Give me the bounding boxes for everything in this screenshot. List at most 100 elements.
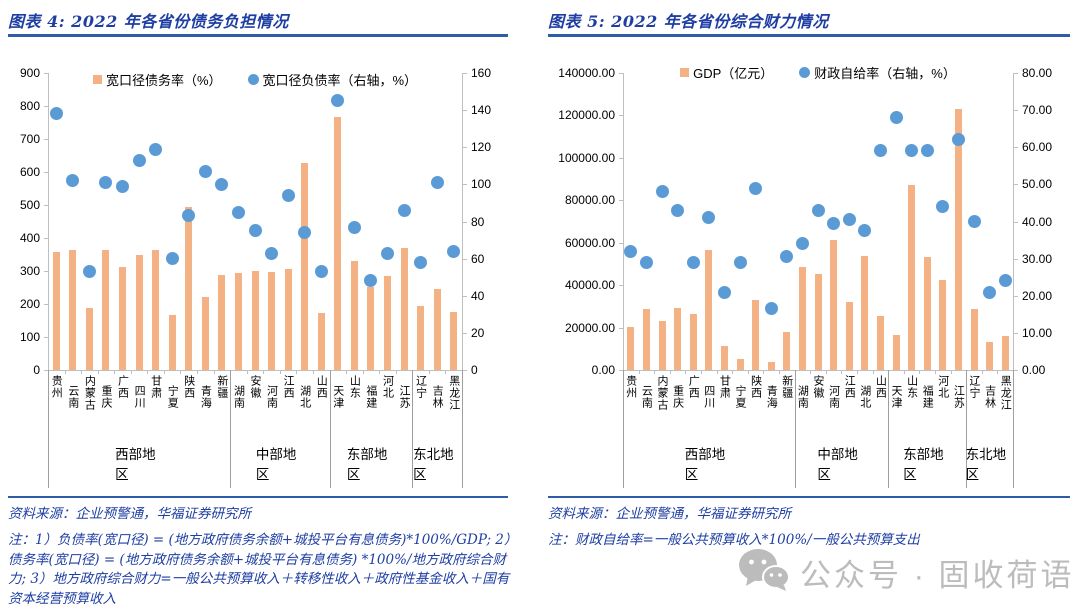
dot-甘肃 xyxy=(717,285,731,299)
legend-item: GDP（亿元） xyxy=(680,63,773,82)
x-axis-tick xyxy=(147,370,149,374)
dot-山西 xyxy=(314,265,328,279)
y-axis-left-tick xyxy=(44,304,48,305)
y-axis-right-tick xyxy=(1014,332,1018,334)
x-axis-line xyxy=(48,370,463,371)
dot-宁夏 xyxy=(165,252,179,266)
y-axis-left-tick-label: 20000.00 xyxy=(564,320,615,335)
x-axis-tick xyxy=(810,370,812,374)
x-axis-label-辽宁: 辽宁 xyxy=(414,375,427,399)
region-separator xyxy=(462,370,463,488)
chart-legend: 宽口径债务率（%） 宽口径负债率（右轴，%） xyxy=(48,70,462,88)
x-axis-label-河北: 河北 xyxy=(936,375,949,399)
bar-云南 xyxy=(69,249,77,370)
y-axis-left-tick xyxy=(44,106,48,107)
y-axis-right-tick-label: 0.00 xyxy=(1022,363,1046,377)
y-axis-left-tick-label: 600 xyxy=(19,165,40,179)
x-axis-label-湖北: 湖北 xyxy=(298,385,311,409)
x-axis-tick xyxy=(362,370,364,374)
bar-贵州 xyxy=(627,327,635,370)
x-axis-label-新疆: 新疆 xyxy=(215,375,228,399)
x-axis-label-贵州: 贵州 xyxy=(50,375,63,399)
dot-黑龙江 xyxy=(447,244,461,258)
y-axis-left-line xyxy=(48,73,49,371)
y-axis-left-tick-label: 500 xyxy=(19,198,40,212)
bar-江苏 xyxy=(400,247,408,370)
chart5-source: 资料来源：企业预警通，华福证券研究所 xyxy=(548,506,791,522)
y-axis-right-tick xyxy=(1014,184,1018,186)
x-axis-tick xyxy=(213,370,215,374)
x-axis-tick xyxy=(654,370,656,374)
y-axis-right-tick xyxy=(463,258,467,260)
y-axis-left-tick xyxy=(619,242,623,244)
legend-dot-swatch xyxy=(247,73,259,85)
x-axis-label-内蒙古: 内蒙古 xyxy=(83,375,96,411)
x-axis-tick xyxy=(395,370,397,374)
dot-山东 xyxy=(347,220,361,234)
region-label-中部地区: 中部地区 xyxy=(255,447,297,482)
bar-黑龙江 xyxy=(450,311,458,370)
bar-重庆 xyxy=(674,308,682,370)
dot-山东 xyxy=(905,144,919,158)
chart-legend: GDP（亿元） 财政自给率（右轴，%） xyxy=(623,63,1013,81)
x-axis-tick xyxy=(346,370,348,374)
dot-内蒙古 xyxy=(655,185,669,199)
dot-湖南 xyxy=(231,205,245,219)
dot-湖北 xyxy=(858,224,872,238)
dot-安徽 xyxy=(811,203,825,217)
x-axis-line xyxy=(623,370,1014,371)
chart4-footer-rule xyxy=(8,496,508,498)
y-axis-right-tick-label: 0 xyxy=(471,363,478,377)
x-axis-tick xyxy=(732,370,734,374)
bar-福建 xyxy=(923,257,931,370)
y-axis-left-tick-label: 80000.00 xyxy=(564,193,615,208)
dot-青海 xyxy=(198,164,212,178)
x-axis-tick xyxy=(747,370,749,374)
x-axis-tick xyxy=(950,370,952,374)
legend-label: 宽口径负债率（右轴，%） xyxy=(262,72,418,88)
bar-甘肃 xyxy=(152,249,160,370)
bar-江苏 xyxy=(954,109,962,370)
region-label-东北地区: 东北地区 xyxy=(965,447,1007,482)
y-axis-left-tick-label: 60000.00 xyxy=(564,235,615,250)
legend-label: 宽口径债务率（%） xyxy=(105,72,222,88)
chart4-title-rule xyxy=(8,34,508,37)
x-axis-label-福建: 福建 xyxy=(364,385,377,409)
x-axis-tick xyxy=(246,370,248,374)
x-axis-label-山东: 山东 xyxy=(348,375,361,399)
dot-辽宁 xyxy=(967,215,981,228)
bar-吉林 xyxy=(433,289,441,370)
bar-青海 xyxy=(201,297,209,370)
x-axis-label-山东: 山东 xyxy=(905,375,918,399)
dot-吉林 xyxy=(983,285,997,299)
bar-山西 xyxy=(876,315,884,370)
bar-福建 xyxy=(367,286,375,370)
watermark-text: 公众号 · 固收荷语 xyxy=(800,558,1075,593)
x-axis-label-重庆: 重庆 xyxy=(99,385,112,409)
chart4-note: 注：1）负债率(宽口径) = (地方政府债务余额+城投平台有息债务)*100%/… xyxy=(8,532,511,607)
x-axis-tick xyxy=(935,370,936,374)
dot-陕西 xyxy=(182,209,196,223)
y-axis-right-tick-label: 40 xyxy=(471,288,485,303)
y-axis-right-tick xyxy=(1014,73,1018,74)
dot-青海 xyxy=(764,302,778,316)
dot-重庆 xyxy=(99,176,113,190)
region-label-东北地区: 东北地区 xyxy=(413,447,454,482)
y-axis-left-tick xyxy=(44,370,48,371)
dot-云南 xyxy=(66,174,80,188)
chart5-plot-area: 0.00 20000.00 40000.00 60000.00 80000.00 1000… xyxy=(548,0,1080,500)
y-axis-left-tick xyxy=(619,157,623,159)
x-axis-label-天津: 天津 xyxy=(331,385,344,409)
x-axis-label-陕西: 陕西 xyxy=(182,375,195,399)
x-axis-tick xyxy=(279,370,281,374)
x-axis-label-河北: 河北 xyxy=(381,375,394,399)
x-axis-label-重庆: 重庆 xyxy=(671,385,684,409)
y-axis-left-tick-label: 400 xyxy=(19,231,40,245)
x-axis-tick xyxy=(428,370,430,374)
chart5-footer-rule xyxy=(548,496,1070,498)
y-axis-left-tick-label: 40000.00 xyxy=(564,278,615,293)
y-axis-left-tick-label: 300 xyxy=(19,264,40,278)
region-label-西部地区: 西部地区 xyxy=(115,447,156,482)
dot-陕西 xyxy=(749,181,763,195)
